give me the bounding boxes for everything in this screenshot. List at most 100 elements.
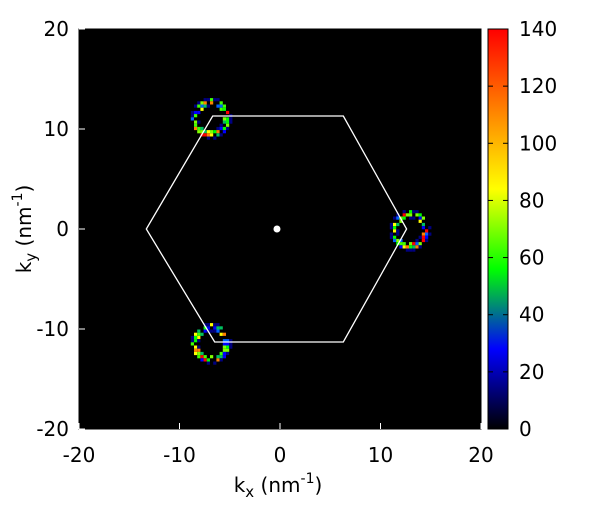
ring-cell: [222, 355, 226, 359]
ring-cell: [393, 226, 397, 230]
ring-cell: [425, 232, 429, 236]
ring-cell: [190, 117, 194, 121]
ring-cell: [409, 245, 413, 249]
ring-cell: [226, 126, 230, 131]
ring-cell: [415, 213, 419, 217]
ring-cell: [194, 348, 198, 352]
ring-cell: [393, 216, 397, 220]
ring-cell: [197, 345, 201, 349]
ring-cell: [219, 351, 223, 356]
y-tick-label: 0: [56, 217, 69, 241]
ring-cell: [219, 107, 223, 111]
ring-cell: [194, 345, 198, 349]
ring-cell: [219, 358, 223, 362]
ring-cell: [197, 126, 201, 131]
ring-cell: [219, 101, 223, 105]
ring-cell: [415, 242, 419, 246]
ring-cell: [203, 358, 207, 362]
ring-cell: [226, 351, 230, 356]
ring-cell: [219, 326, 223, 330]
ring-cell: [405, 245, 409, 249]
ring-cell: [206, 358, 210, 362]
ring-cell: [421, 235, 425, 239]
ring-cell: [409, 213, 413, 217]
ring-cell: [206, 136, 210, 140]
ring-cell: [229, 345, 233, 349]
ring-cell: [405, 213, 409, 217]
ring-cell: [203, 355, 207, 359]
x-axis-ticks: -20 -10 0 10 20: [63, 423, 494, 467]
ring-cell: [213, 130, 217, 134]
ring-cell: [197, 351, 201, 356]
x-tick-label: -10: [163, 443, 196, 467]
ring-cell: [226, 120, 230, 124]
ring-cell: [415, 210, 419, 214]
ring-cell: [425, 235, 429, 239]
x-tick-label: 10: [368, 443, 393, 467]
ring-cell: [206, 361, 210, 365]
x-tick-label: 0: [274, 443, 287, 467]
ring-cell: [203, 326, 207, 330]
ring-cell: [197, 101, 201, 105]
ring-cell: [200, 332, 204, 336]
ring-cell: [222, 120, 226, 124]
y-tick-label: 10: [44, 117, 69, 141]
colorbar-tick-label: 20: [519, 360, 544, 384]
y-axis-label: ky (nm-1): [10, 185, 40, 274]
ring-cell: [200, 351, 204, 356]
ring-cell: [194, 114, 198, 118]
ring-cell: [190, 335, 194, 340]
ring-cell: [222, 117, 226, 121]
ring-cell: [216, 126, 220, 131]
ring-cell: [405, 248, 409, 252]
ring-cell: [412, 216, 416, 220]
ring-cell: [389, 226, 393, 230]
ring-cell: [418, 216, 422, 220]
ring-cell: [210, 130, 214, 134]
ring-cell: [216, 323, 220, 327]
x-tick-label: -20: [63, 443, 96, 467]
colorbar-tick-label: 120: [519, 74, 557, 98]
ring-cell: [197, 355, 201, 359]
ring-cell: [418, 213, 422, 217]
ring-cell: [421, 238, 425, 243]
ring-cell: [226, 339, 230, 343]
colorbar-tick-label: 60: [519, 246, 544, 270]
ring-cell: [200, 355, 204, 359]
ring-cell: [203, 133, 207, 137]
ring-cell: [216, 98, 220, 102]
ring-cell: [393, 222, 397, 227]
ring-cell: [396, 213, 400, 217]
x-tick-label: 20: [468, 443, 493, 467]
ring-cell: [219, 126, 223, 131]
ring-cell: [216, 329, 220, 333]
ring-cell: [197, 348, 201, 352]
x-axis-label: kx (nm-1): [234, 471, 323, 501]
ring-cell: [203, 130, 207, 134]
ring-cell: [226, 110, 230, 115]
ring-cell: [206, 104, 210, 108]
ring-cell: [399, 219, 403, 223]
ring-cell: [197, 332, 201, 336]
ring-cell: [194, 339, 198, 343]
ring-cell: [412, 245, 416, 249]
y-tick-label: -10: [36, 317, 69, 341]
ring-cell: [194, 332, 198, 336]
ring-cell: [206, 326, 210, 330]
ring-cell: [222, 351, 226, 356]
ring-cell: [203, 323, 207, 327]
ring-cell: [402, 213, 406, 217]
ring-cell: [229, 339, 233, 343]
ring-cell: [210, 98, 214, 102]
ring-cell: [428, 226, 432, 230]
ring-cell: [194, 110, 198, 115]
y-tick-label: -20: [36, 417, 69, 441]
ring-cell: [229, 117, 233, 121]
ring-cell: [399, 245, 403, 249]
ring-cell: [206, 323, 210, 327]
ring-cell: [194, 104, 198, 108]
ring-cell: [210, 355, 214, 359]
ring-cell: [190, 339, 194, 343]
ring-cell: [197, 104, 201, 108]
